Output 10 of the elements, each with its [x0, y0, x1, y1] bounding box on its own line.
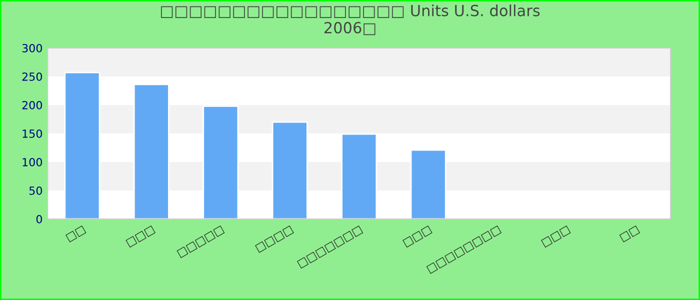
y-tick-label: 150: [22, 129, 42, 138]
y-tick-label: 50: [29, 186, 42, 195]
x-tick-label: □□: [66, 225, 86, 242]
y-tick-label: 0: [36, 214, 42, 224]
x-tick-label: □□: [619, 225, 640, 242]
y-tick-label: 250: [22, 72, 42, 81]
y-tick-label: 200: [22, 100, 42, 110]
y-tick-label: 100: [22, 158, 42, 166]
chart-title: □□□□□□□□□□□□□□□□□ Units U.S. dollars 2006□: [161, 4, 540, 36]
y-tick-label: 300: [22, 44, 42, 52]
